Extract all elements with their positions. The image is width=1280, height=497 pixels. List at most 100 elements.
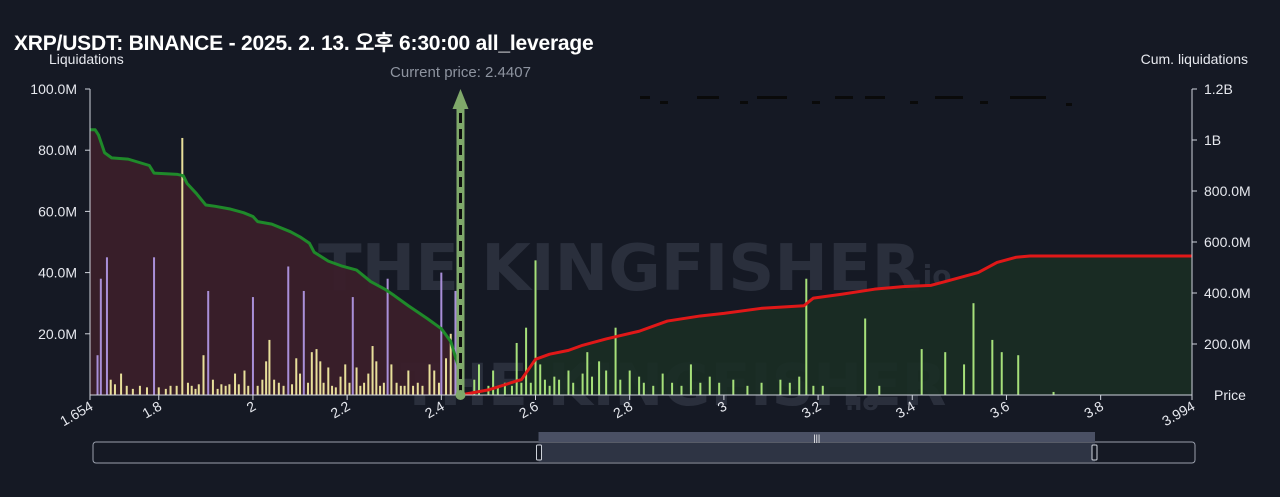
liquidation-bar[interactable] [105, 257, 108, 395]
liquidation-bar[interactable] [440, 272, 443, 395]
liquidation-bar[interactable] [186, 382, 189, 395]
liquidation-bar[interactable] [746, 385, 749, 395]
liquidation-bar[interactable] [652, 385, 655, 395]
liquidation-bar[interactable] [619, 379, 622, 395]
liquidation-bar[interactable] [348, 382, 351, 395]
liquidation-bar[interactable] [109, 379, 112, 395]
liquidation-bar[interactable] [864, 318, 867, 396]
liquidation-bar[interactable] [503, 382, 506, 395]
liquidation-bar[interactable] [689, 364, 692, 395]
liquidation-bar[interactable] [718, 382, 721, 395]
liquidation-bar[interactable] [680, 385, 683, 395]
liquidation-bar[interactable] [558, 379, 561, 395]
liquidation-bar[interactable] [638, 376, 641, 395]
liquidation-bar[interactable] [299, 373, 302, 395]
liquidation-bar[interactable] [277, 382, 280, 395]
liquidation-bar[interactable] [261, 379, 264, 395]
liquidation-bar[interactable] [367, 373, 370, 395]
liquidation-bar[interactable] [175, 385, 178, 395]
liquidation-bar[interactable] [661, 373, 664, 395]
liquidation-bar[interactable] [99, 278, 102, 395]
liquidation-bar[interactable] [407, 370, 410, 395]
liquidation-bar[interactable] [403, 385, 406, 395]
liquidation-bar[interactable] [586, 352, 589, 395]
liquidation-bar[interactable] [708, 376, 711, 395]
liquidation-bar[interactable] [216, 388, 219, 395]
liquidation-bar[interactable] [363, 382, 366, 395]
liquidation-bar[interactable] [944, 352, 947, 395]
liquidation-bar[interactable] [268, 339, 271, 395]
liquidation-bar[interactable] [334, 387, 337, 395]
navigator-handle-left[interactable] [536, 444, 543, 461]
navigator-window[interactable] [538, 443, 1095, 462]
range-navigator[interactable]: ||| [92, 432, 1196, 464]
liquidation-bar[interactable] [190, 385, 193, 395]
liquidation-bar[interactable] [307, 382, 310, 395]
liquidation-bar[interactable] [496, 385, 499, 395]
liquidation-bar[interactable] [169, 385, 172, 395]
liquidation-bar[interactable] [145, 387, 148, 395]
liquidation-bar[interactable] [1000, 352, 1003, 395]
liquidation-bar[interactable] [428, 364, 431, 395]
liquidation-bar[interactable] [339, 376, 342, 395]
liquidation-bar[interactable] [282, 385, 285, 395]
liquidation-bar[interactable] [295, 358, 298, 395]
liquidation-bar[interactable] [520, 382, 523, 395]
liquidation-bar[interactable] [534, 260, 537, 395]
liquidation-bar[interactable] [553, 376, 556, 395]
liquidation-bar[interactable] [437, 382, 440, 395]
liquidation-bar[interactable] [194, 388, 197, 395]
liquidation-bar[interactable] [310, 352, 313, 395]
liquidation-bar[interactable] [243, 370, 246, 395]
liquidation-bar[interactable] [642, 382, 645, 395]
liquidation-bar[interactable] [237, 384, 240, 395]
liquidation-bar[interactable] [319, 361, 322, 395]
liquidation-bar[interactable] [445, 358, 448, 395]
liquidation-bar[interactable] [972, 303, 975, 395]
liquidation-bar[interactable] [788, 382, 791, 395]
liquidation-bar[interactable] [202, 355, 205, 395]
liquidation-bar[interactable] [131, 388, 134, 395]
navigator-grip-bar[interactable] [538, 432, 1095, 442]
liquidation-bar[interactable] [567, 370, 570, 395]
liquidation-bar[interactable] [473, 379, 476, 395]
liquidation-bar[interactable] [322, 382, 325, 395]
liquidation-bar[interactable] [395, 382, 398, 395]
liquidation-bar[interactable] [399, 385, 402, 395]
liquidation-bar[interactable] [671, 382, 674, 395]
liquidation-bar[interactable] [798, 376, 801, 395]
liquidation-bar[interactable] [331, 385, 334, 395]
liquidation-bar[interactable] [412, 385, 415, 395]
liquidation-bar[interactable] [359, 385, 362, 395]
liquidation-bar[interactable] [598, 361, 601, 395]
liquidation-bar[interactable] [157, 387, 160, 395]
liquidation-bar[interactable] [572, 382, 575, 395]
liquidation-bar[interactable] [416, 382, 419, 395]
liquidation-bar[interactable] [779, 379, 782, 395]
liquidation-bar[interactable] [302, 290, 305, 395]
liquidation-bar[interactable] [224, 385, 227, 395]
liquidation-bar[interactable] [375, 361, 378, 395]
liquidation-bar[interactable] [113, 384, 116, 395]
liquidation-bar[interactable] [821, 385, 824, 395]
liquidation-bar[interactable] [315, 349, 318, 395]
liquidation-bar[interactable] [344, 364, 347, 395]
liquidation-bar[interactable] [732, 379, 735, 395]
liquidation-bar[interactable] [273, 379, 276, 395]
liquidation-bar[interactable] [614, 327, 617, 395]
liquidation-bar[interactable] [390, 364, 393, 395]
liquidation-bar[interactable] [220, 384, 223, 395]
liquidation-bar[interactable] [805, 278, 808, 395]
liquidation-bar[interactable] [1017, 355, 1020, 395]
liquidation-bar[interactable] [125, 385, 128, 395]
liquidation-bar[interactable] [211, 379, 214, 395]
liquidation-bar[interactable] [379, 385, 382, 395]
liquidation-bar[interactable] [525, 327, 528, 395]
liquidation-bar[interactable] [256, 385, 259, 395]
cum-long-line[interactable] [90, 128, 462, 396]
liquidation-bar[interactable] [247, 385, 250, 395]
liquidation-bar[interactable] [963, 364, 966, 395]
liquidation-bar[interactable] [181, 137, 184, 395]
liquidation-bar[interactable] [371, 346, 374, 395]
liquidation-bar[interactable] [477, 364, 480, 395]
